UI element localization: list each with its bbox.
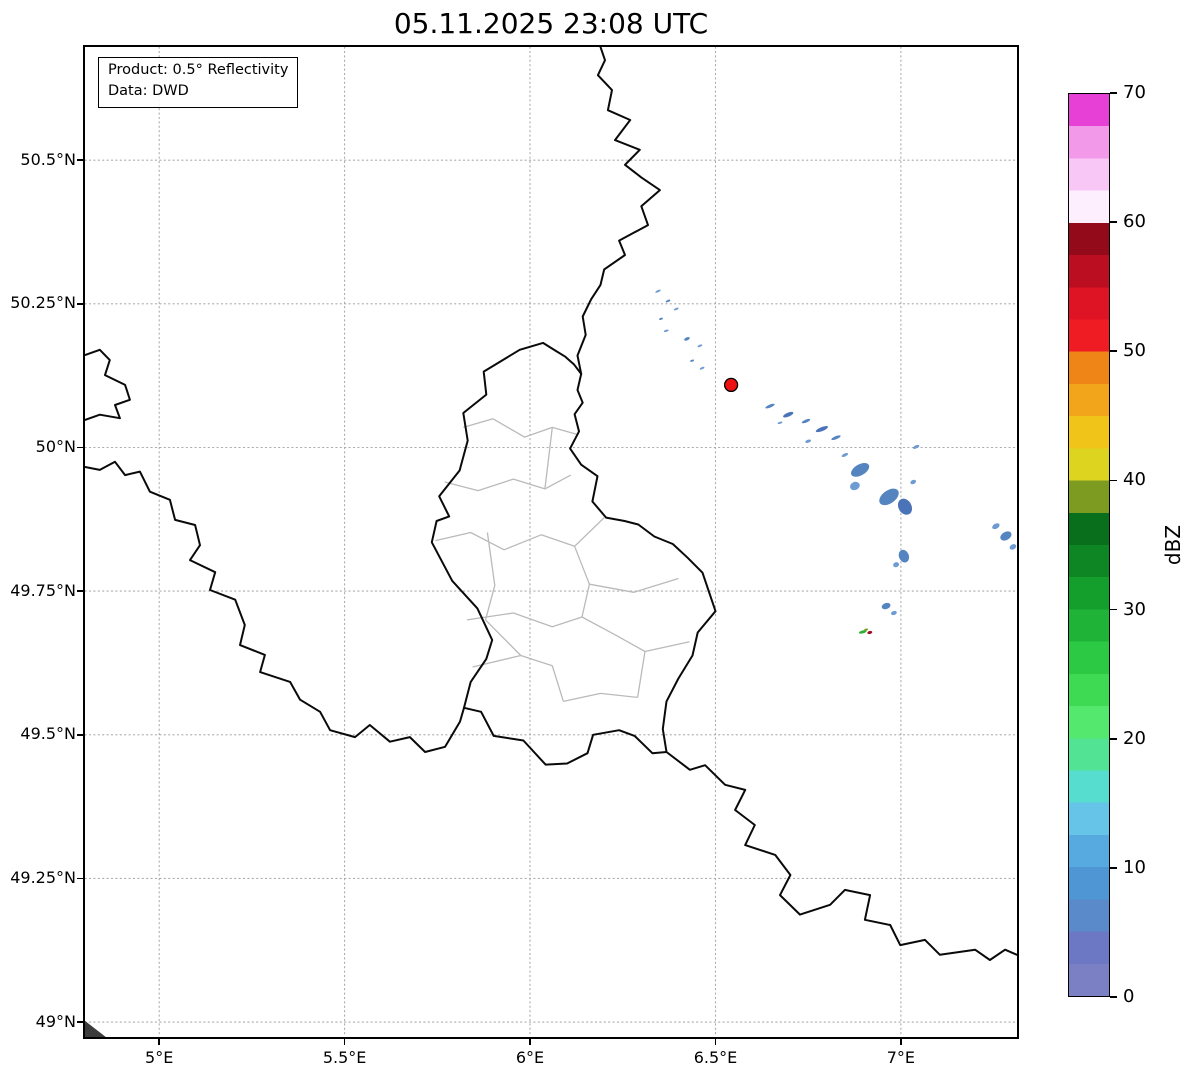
colorbar-label: dBZ [1161,524,1186,566]
x-tick-mark [900,1039,902,1045]
colorbar-tick-mark [1110,996,1117,998]
x-tick-label: 6.5°E [693,1048,738,1067]
y-tick-mark [77,733,83,736]
y-tick-label: 49.25°N [10,867,76,887]
colorbar-tick-label: 20 [1123,727,1146,749]
product-annotation: Product: 0.5° Reflectivity Data: DWD [98,57,299,109]
map-axes: Product: 0.5° Reflectivity Data: DWD [83,45,1019,1039]
x-tick-label: 6°E [515,1048,545,1067]
y-tick-label: 50.5°N [20,149,76,169]
colorbar-tick-mark [1110,479,1117,482]
data-source-line: Data: DWD [108,83,189,100]
colorbar: dBZ 0 10 20 30 40 50 60 70 [1068,82,1185,1007]
colorbar-tick-mark [1110,867,1117,869]
colorbar-tick-label: 60 [1123,211,1146,233]
x-tick-mark [529,1039,531,1045]
colorbar-tick-label: 70 [1123,82,1146,103]
x-tick-label: 7°E [886,1048,916,1067]
colorbar-tick-mark [1110,350,1117,353]
y-tick-mark [77,159,83,161]
y-tick-label: 50.25°N [10,293,76,313]
y-tick-mark [77,877,83,880]
radar-site-marker [723,377,739,393]
colorbar-tick-label: 0 [1123,986,1135,1007]
x-tick-label: 5°E [145,1048,174,1067]
y-tick-mark [77,1021,83,1023]
colorbar-tick-mark [1110,737,1117,740]
colorbar-gradient [1068,93,1110,997]
colorbar-tick-label: 10 [1123,856,1146,878]
colorbar-tick-mark [1110,608,1117,611]
colorbar-tick-label: 50 [1123,340,1146,362]
map-canvas [85,47,1017,1037]
colorbar-tick-label: 30 [1123,598,1146,620]
figure-title: 05.11.2025 23:08 UTC [393,7,709,40]
product-line: Product: 0.5° Reflectivity [108,62,289,78]
x-tick-label: 5.5°E [322,1048,367,1067]
y-tick-label: 49.5°N [20,724,76,744]
y-tick-mark [77,303,83,305]
y-tick-label: 49°N [35,1011,76,1031]
colorbar-tick-mark [1110,92,1117,94]
y-tick-label: 49.75°N [10,580,76,600]
y-tick-label: 50°N [35,436,76,456]
y-tick-mark [77,446,83,449]
x-tick-mark [714,1039,717,1045]
colorbar-tick-label: 40 [1123,469,1146,491]
x-tick-mark [343,1039,346,1045]
x-tick-mark [158,1039,160,1045]
colorbar-tick-mark [1110,221,1117,223]
y-tick-mark [77,590,83,592]
